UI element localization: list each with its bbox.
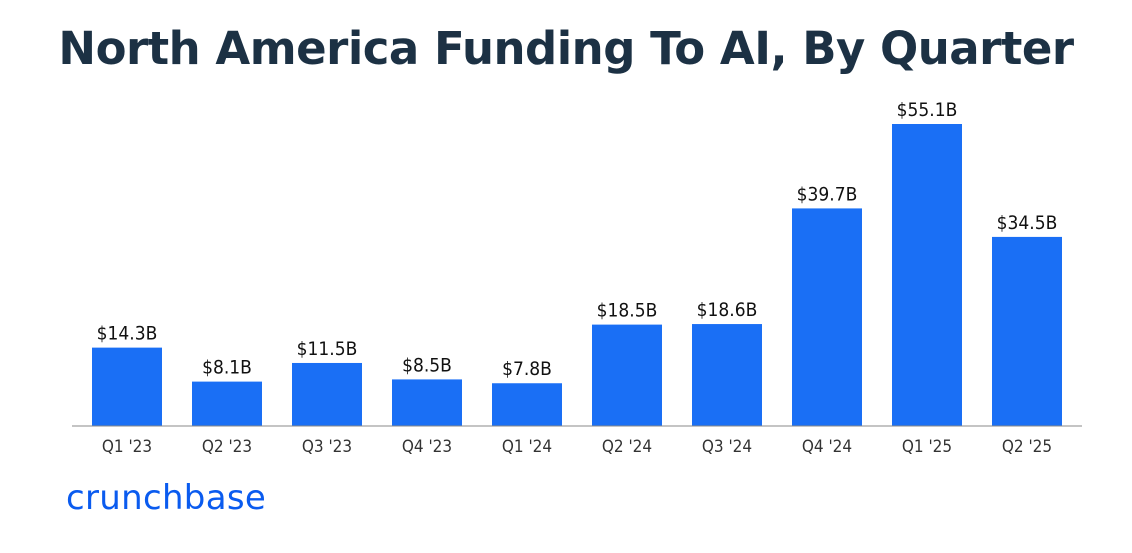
x-tick-label-9: Q2 '25 <box>1002 437 1052 457</box>
data-label-2: $11.5B <box>297 338 358 360</box>
bar-group <box>92 124 1062 426</box>
data-label-7: $39.7B <box>797 183 858 205</box>
bar-9 <box>992 236 1062 426</box>
bar-2 <box>292 362 362 426</box>
x-tick-label-6: Q3 '24 <box>702 437 752 457</box>
data-label-4: $7.8B <box>502 358 552 380</box>
bar-3 <box>392 379 462 426</box>
bar-5 <box>592 324 662 426</box>
bar-1 <box>192 381 262 426</box>
data-label-1: $8.1B <box>202 357 252 379</box>
x-tick-label-5: Q2 '24 <box>602 437 652 457</box>
x-tick-label-7: Q4 '24 <box>802 437 852 457</box>
x-tick-label-0: Q1 '23 <box>102 437 152 457</box>
bar-4 <box>492 383 562 426</box>
bar-7 <box>792 208 862 426</box>
data-label-6: $18.6B <box>697 299 758 321</box>
bar-6 <box>692 324 762 426</box>
x-tick-label-1: Q2 '23 <box>202 437 252 457</box>
bar-8 <box>892 124 962 426</box>
chart-title: North America Funding To AI, By Quarter <box>58 22 1074 75</box>
x-tick-label-4: Q1 '24 <box>502 437 552 457</box>
data-label-0: $14.3B <box>97 323 158 345</box>
bar-0 <box>92 347 162 426</box>
data-label-5: $18.5B <box>597 300 658 322</box>
data-label-8: $55.1B <box>897 99 958 121</box>
x-tick-label-3: Q4 '23 <box>402 437 452 457</box>
data-label-3: $8.5B <box>402 354 452 376</box>
data-label-group: $14.3B $8.1B $11.5B $8.5B $7.8B $18.5B $18.6B $… <box>97 99 1058 380</box>
x-tick-group: Q1 '23 Q2 '23 Q3 '23 Q4 '23 Q1 '24 Q2 '24 Q3 '… <box>102 437 1052 457</box>
x-tick-label-8: Q1 '25 <box>902 437 952 457</box>
x-tick-label-2: Q3 '23 <box>302 437 352 457</box>
data-label-9: $34.5B <box>997 212 1058 234</box>
crunchbase-logo: crunchbase <box>66 478 267 518</box>
